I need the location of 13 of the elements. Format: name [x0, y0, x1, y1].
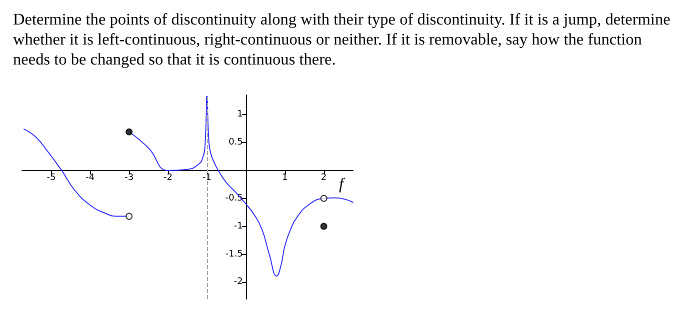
point [126, 212, 133, 220]
y-tick-label: 0.5 [228, 138, 243, 148]
y-tick-label: -1 [234, 221, 243, 232]
annotation: f [339, 176, 346, 193]
x-tick-label: -3 [124, 172, 134, 183]
point [320, 194, 328, 202]
x-tick-label: -4 [86, 172, 95, 183]
y-tick-label: -1.5 [225, 249, 243, 260]
point [126, 128, 133, 136]
y-tick-label: -2 [234, 277, 243, 288]
point [320, 222, 328, 230]
chart-title: Determine the points of discontinuity along with their type of discontinuity. If it is a jump, determine whether it is left-continuous, right-continuous or neither. If it is removable, say how the function needs to be changed so that it is continuous there. [13, 10, 674, 68]
y-tick-label: 1 [237, 110, 243, 120]
